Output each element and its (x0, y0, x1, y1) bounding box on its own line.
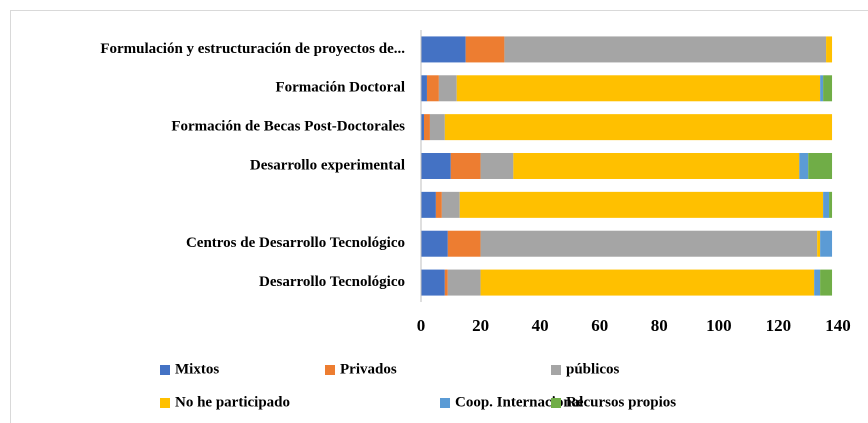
legend-label: Privados (340, 361, 397, 377)
x-tick-label: 120 (766, 316, 792, 335)
legend-swatch (325, 365, 335, 375)
bar-segment (465, 36, 505, 63)
legend-swatch (551, 398, 561, 408)
legend-label: públicos (566, 361, 620, 377)
bar-segment (823, 191, 830, 218)
y-tick-label: Formación Doctoral (275, 80, 405, 96)
bar-segment (820, 75, 824, 102)
bar-segment (421, 191, 436, 218)
y-tick-label: Centros de Desarrollo Tecnológico (186, 235, 405, 251)
bar-segment (438, 75, 457, 102)
bar-segment (429, 114, 445, 141)
bar-segment (421, 114, 424, 141)
bar-segment (435, 191, 442, 218)
bar-segment (441, 191, 460, 218)
bar-segment (459, 191, 824, 218)
legend-swatch (440, 398, 450, 408)
bar-segment (456, 75, 821, 102)
x-tick-label: 20 (472, 316, 489, 335)
bar-segment (450, 153, 481, 179)
bar-segment (421, 230, 448, 257)
x-tick-label: 0 (417, 316, 426, 335)
bar-segment (820, 230, 833, 257)
bar-segment (480, 230, 818, 257)
bar-segment (513, 153, 800, 179)
y-tick-label: Formulación y estructuración de proyecto… (100, 41, 405, 57)
x-tick-label: 80 (651, 316, 668, 335)
legend-swatch (160, 398, 170, 408)
bar-segment (504, 36, 827, 63)
y-tick-label: Desarrollo experimental (250, 157, 405, 173)
bar-segment (817, 230, 821, 257)
bar-segment (423, 114, 430, 141)
bar-segment (426, 75, 439, 102)
bar-segment (829, 191, 833, 218)
bar-segment (823, 75, 833, 102)
bar-segment (826, 36, 833, 63)
bar-segment (421, 269, 445, 296)
bar-segment (808, 153, 833, 179)
legend-swatch (551, 365, 561, 375)
y-tick-label: Desarrollo Tecnológico (259, 274, 405, 290)
x-tick-label: 60 (591, 316, 608, 335)
y-tick-label: Formación de Becas Post-Doctorales (171, 119, 405, 135)
bar-segment (447, 230, 481, 257)
legend-label: No he participado (175, 394, 290, 410)
bar-segment (480, 153, 514, 179)
x-tick-label: 40 (532, 316, 549, 335)
legend-label: Mixtos (175, 361, 219, 377)
bar-segment (799, 153, 809, 179)
bar-segment (447, 269, 481, 296)
legend-label: Coop. Internacional (455, 394, 583, 410)
bar-segment (421, 75, 427, 102)
bar-segment (814, 269, 821, 296)
bar-segment (421, 153, 451, 179)
chart-border (10, 10, 868, 423)
bar-segment (820, 269, 833, 296)
x-tick-label: 100 (706, 316, 732, 335)
legend-swatch (160, 365, 170, 375)
x-tick-label: 140 (825, 316, 851, 335)
bar-segment (480, 269, 815, 296)
bar-segment (444, 269, 448, 296)
bar-segment (444, 114, 833, 141)
legend-label: Recursos propios (566, 394, 676, 410)
bar-segment (421, 36, 466, 63)
